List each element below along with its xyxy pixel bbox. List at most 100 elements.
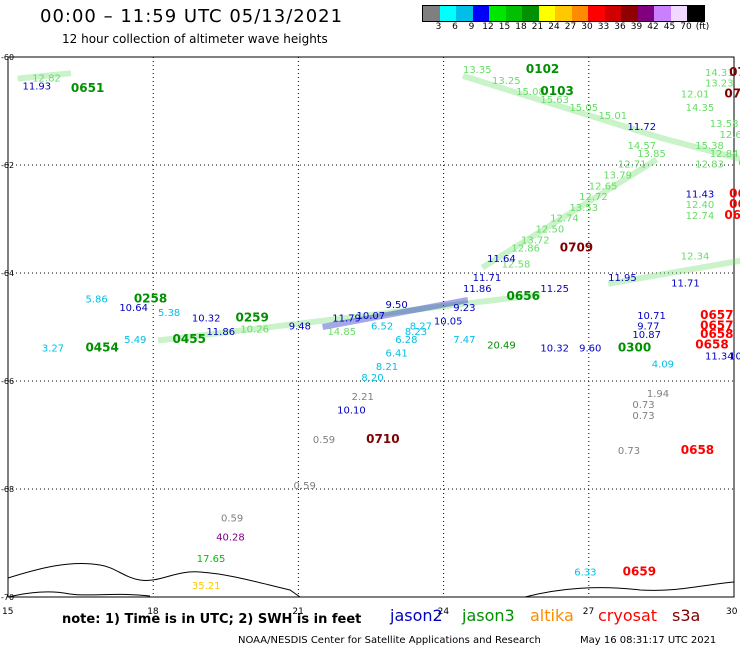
color-scale-box: [621, 6, 638, 21]
wave-height-label: 12.50: [536, 225, 565, 236]
wave-height-label: 14.57: [628, 141, 657, 152]
wave-height-label: 0.59: [313, 435, 335, 446]
wave-height-label: 17.65: [197, 554, 226, 565]
color-scale-label: (ft): [695, 22, 710, 32]
time-label: 0656: [507, 289, 540, 303]
footer-credit: NOAA/NESDIS Center for Satellite Applica…: [238, 635, 541, 646]
color-scale-box: [555, 6, 572, 21]
wave-height-label: 8.21: [376, 362, 398, 373]
wave-height-label: 9.60: [579, 343, 601, 354]
time-label: 0258: [134, 292, 167, 306]
wave-height-label: 4.09: [652, 360, 674, 371]
wave-height-label: 8.20: [361, 373, 383, 384]
time-label: 0658: [695, 338, 728, 352]
satellite-tracks: [17, 70, 740, 344]
axis-ticks: 15 18 21 24 27 30 -60 -62 -64 -66 -68 -70: [1, 53, 738, 617]
wave-height-label: 11.71: [473, 273, 502, 284]
wave-height-label: 40.28: [216, 532, 245, 543]
map-title: 00:00 – 11:59 UTC 05/13/2021: [40, 6, 344, 27]
wave-height-label: 13.23: [705, 79, 734, 90]
wave-height-label: 10.32: [192, 314, 221, 325]
wave-height-label: 2.21: [352, 392, 374, 403]
wave-height-label: 10.26: [729, 351, 740, 362]
wave-height-label: 0.59: [221, 513, 243, 524]
time-label: 0657: [739, 157, 740, 171]
wave-height-label: 14.35: [686, 103, 715, 114]
wave-height-label: 11.93: [23, 81, 52, 92]
wave-height-label: 15.63: [540, 95, 569, 106]
legend-s3a: s3a: [672, 606, 701, 625]
color-scale-label: 12: [482, 22, 494, 32]
map-grid: [8, 57, 734, 597]
wave-height-label: 6.52: [371, 322, 393, 333]
lat-tick-label: -70: [1, 593, 14, 602]
time-label: 0707: [729, 65, 740, 79]
wave-height-label: 11.79: [332, 314, 361, 325]
color-scale-label: 45: [663, 22, 676, 32]
time-label: 0708: [724, 87, 740, 101]
lon-tick-label: 15: [2, 607, 13, 617]
satellite-track: [157, 291, 541, 344]
color-scale-label: 27: [564, 22, 577, 32]
wave-height-label: 0.73: [632, 411, 654, 422]
wave-height-label: 10.07: [356, 311, 385, 322]
time-label: 0659: [623, 564, 656, 578]
map-frame: [7, 56, 735, 598]
wave-height-label: 12.34: [681, 252, 710, 263]
legend-jason2: jason2: [390, 606, 443, 625]
lon-tick-label: 27: [583, 607, 594, 617]
legend-altika: altika: [530, 606, 574, 625]
time-label: 0657: [700, 308, 733, 322]
wave-height-label: 0.73: [632, 400, 654, 411]
wave-height-label: 1.94: [647, 389, 669, 400]
satellite-track: [17, 70, 72, 82]
time-label: 0657: [700, 319, 733, 333]
footer-timestamp: May 16 08:31:17 UTC 2021: [580, 635, 717, 646]
wave-height-label: 13.35: [463, 65, 492, 76]
lon-tick-label: 21: [292, 607, 303, 617]
wave-height-label: 3.27: [42, 343, 64, 354]
legend-cryosat: cryosat: [598, 606, 658, 625]
color-scale-box: [588, 6, 605, 21]
color-scale-box: [522, 6, 539, 21]
time-label: 0259: [235, 311, 268, 325]
wave-height-label: 13.72: [521, 235, 550, 246]
time-label: 0300: [618, 340, 651, 354]
time-label: 0658: [681, 443, 714, 457]
color-scale-label: 3: [435, 22, 442, 32]
wave-height-label: 10.05: [434, 316, 463, 327]
color-scale-label: 21: [531, 22, 544, 32]
time-label: 0651: [71, 81, 104, 95]
lat-tick-label: -68: [1, 485, 14, 494]
time-label: 0454: [85, 340, 118, 354]
color-scale-label: 6: [452, 22, 458, 32]
wave-height-label: 12.82: [32, 73, 61, 84]
color-scale-label: 36: [614, 22, 626, 32]
time-label: 0710: [366, 432, 399, 446]
map-subtitle: 12 hour collection of altimeter wave hei…: [62, 32, 328, 46]
wave-height-label: 0.59: [294, 481, 316, 492]
wave-height-label: 9.23: [453, 303, 475, 314]
lat-tick-label: -64: [1, 269, 14, 278]
wave-height-label: 10.87: [632, 330, 661, 341]
color-scale-box: [637, 6, 654, 21]
wave-height-label: 6.28: [395, 335, 417, 346]
wave-height-label: 11.71: [671, 279, 700, 290]
color-scale-box: [472, 6, 489, 21]
wave-height-label: 10.10: [337, 405, 366, 416]
wave-height-label: 11.34: [705, 351, 734, 362]
wave-height-label: 12.40: [686, 200, 715, 211]
wave-height-label: 8.27: [410, 322, 432, 333]
lat-tick-label: -66: [1, 377, 14, 386]
time-label: 0657: [724, 208, 740, 222]
wave-height-label: 13.25: [492, 76, 521, 87]
color-scale-box: [489, 6, 506, 21]
satellite-track: [462, 73, 740, 162]
color-scale-box: [439, 6, 456, 21]
color-scale-box: [571, 6, 588, 21]
wave-height-label: 12.71: [618, 160, 647, 171]
wave-height-label: 6.41: [386, 349, 408, 360]
